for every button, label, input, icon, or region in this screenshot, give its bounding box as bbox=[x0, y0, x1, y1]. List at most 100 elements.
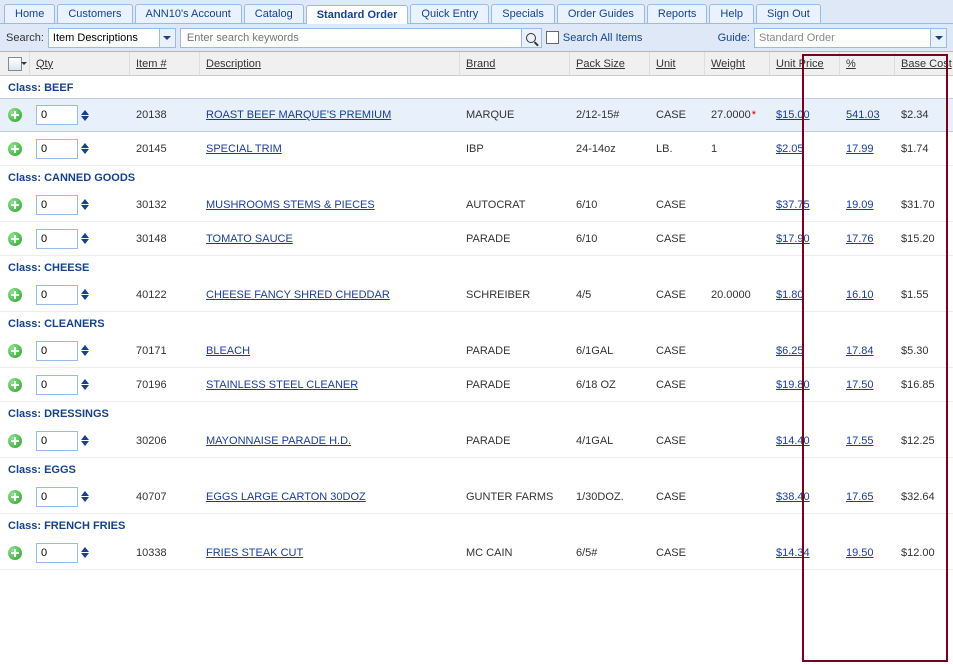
tab-order-guides[interactable]: Order Guides bbox=[557, 4, 645, 23]
unit-price-link[interactable]: $37.75 bbox=[776, 199, 810, 211]
unit-price-link[interactable]: $2.05 bbox=[776, 143, 804, 155]
add-icon[interactable] bbox=[8, 142, 22, 156]
percent-link[interactable]: 17.99 bbox=[846, 143, 874, 155]
tab-quick-entry[interactable]: Quick Entry bbox=[410, 4, 489, 23]
add-icon[interactable] bbox=[8, 490, 22, 504]
column-picker-button[interactable] bbox=[0, 52, 30, 75]
add-icon[interactable] bbox=[8, 198, 22, 212]
add-icon[interactable] bbox=[8, 108, 22, 122]
tab-ann10-s-account[interactable]: ANN10's Account bbox=[135, 4, 242, 23]
add-icon[interactable] bbox=[8, 434, 22, 448]
qty-input[interactable] bbox=[36, 487, 78, 507]
tab-reports[interactable]: Reports bbox=[647, 4, 708, 23]
qty-spinner[interactable] bbox=[81, 345, 89, 356]
col-header-basecost[interactable]: Base Cost bbox=[895, 52, 953, 75]
qty-input[interactable] bbox=[36, 285, 78, 305]
table-row[interactable]: 40707EGGS LARGE CARTON 30DOZGUNTER FARMS… bbox=[0, 480, 953, 514]
col-header-unitprice[interactable]: Unit Price bbox=[770, 52, 840, 75]
item-description-link[interactable]: BLEACH bbox=[206, 345, 250, 357]
add-icon[interactable] bbox=[8, 378, 22, 392]
item-description-link[interactable]: EGGS LARGE CARTON 30DOZ bbox=[206, 491, 366, 503]
table-row[interactable]: 20145SPECIAL TRIMIBP24-14ozLB.1$2.0517.9… bbox=[0, 132, 953, 166]
percent-link[interactable]: 17.65 bbox=[846, 491, 874, 503]
qty-spinner[interactable] bbox=[81, 233, 89, 244]
percent-link[interactable]: 19.50 bbox=[846, 547, 874, 559]
col-header-weight[interactable]: Weight bbox=[705, 52, 770, 75]
col-header-qty[interactable]: Qty bbox=[30, 52, 130, 75]
col-header-pack[interactable]: Pack Size bbox=[570, 52, 650, 75]
item-description-link[interactable]: TOMATO SAUCE bbox=[206, 233, 293, 245]
percent-link[interactable]: 17.76 bbox=[846, 233, 874, 245]
table-row[interactable]: 40122CHEESE FANCY SHRED CHEDDARSCHREIBER… bbox=[0, 278, 953, 312]
tab-home[interactable]: Home bbox=[4, 4, 55, 23]
table-row[interactable]: 70196STAINLESS STEEL CLEANERPARADE6/18 O… bbox=[0, 368, 953, 402]
qty-input[interactable] bbox=[36, 105, 78, 125]
item-description-link[interactable]: MUSHROOMS STEMS & PIECES bbox=[206, 199, 375, 211]
item-description-link[interactable]: ROAST BEEF MARQUE'S PREMIUM bbox=[206, 109, 391, 121]
item-description-link[interactable]: SPECIAL TRIM bbox=[206, 143, 282, 155]
col-header-percent[interactable]: % bbox=[840, 52, 895, 75]
col-header-item[interactable]: Item # bbox=[130, 52, 200, 75]
search-button[interactable] bbox=[521, 29, 541, 47]
table-row[interactable]: 20138ROAST BEEF MARQUE'S PREMIUMMARQUE2/… bbox=[0, 98, 953, 132]
percent-link[interactable]: 541.03 bbox=[846, 109, 880, 121]
col-header-unit[interactable]: Unit bbox=[650, 52, 705, 75]
unit-price-link[interactable]: $14.34 bbox=[776, 547, 810, 559]
qty-spinner[interactable] bbox=[81, 199, 89, 210]
qty-input[interactable] bbox=[36, 341, 78, 361]
tab-standard-order[interactable]: Standard Order bbox=[306, 5, 409, 24]
qty-spinner[interactable] bbox=[81, 110, 89, 121]
table-row[interactable]: 10338FRIES STEAK CUTMC CAIN6/5#CASE$14.3… bbox=[0, 536, 953, 570]
add-icon[interactable] bbox=[8, 232, 22, 246]
unit-price-link[interactable]: $14.40 bbox=[776, 435, 810, 447]
search-all-checkbox[interactable] bbox=[546, 31, 559, 44]
unit-price-link[interactable]: $15.00 bbox=[776, 109, 810, 121]
unit-price-link[interactable]: $6.25 bbox=[776, 345, 804, 357]
qty-input[interactable] bbox=[36, 431, 78, 451]
unit-price-link[interactable]: $17.90 bbox=[776, 233, 810, 245]
guide-input[interactable] bbox=[755, 30, 930, 46]
percent-link[interactable]: 16.10 bbox=[846, 289, 874, 301]
add-icon[interactable] bbox=[8, 288, 22, 302]
col-header-desc[interactable]: Description bbox=[200, 52, 460, 75]
item-description-link[interactable]: CHEESE FANCY SHRED CHEDDAR bbox=[206, 289, 390, 301]
qty-spinner[interactable] bbox=[81, 379, 89, 390]
item-description-link[interactable]: STAINLESS STEEL CLEANER bbox=[206, 379, 358, 391]
item-description-link[interactable]: FRIES STEAK CUT bbox=[206, 547, 303, 559]
add-icon[interactable] bbox=[8, 546, 22, 560]
table-row[interactable]: 30206MAYONNAISE PARADE H.D.PARADE4/1GALC… bbox=[0, 424, 953, 458]
qty-input[interactable] bbox=[36, 195, 78, 215]
qty-spinner[interactable] bbox=[81, 435, 89, 446]
qty-input[interactable] bbox=[36, 229, 78, 249]
tab-sign-out[interactable]: Sign Out bbox=[756, 4, 821, 23]
unit-price-link[interactable]: $1.80 bbox=[776, 289, 804, 301]
search-type-select[interactable] bbox=[48, 28, 176, 48]
percent-link[interactable]: 19.09 bbox=[846, 199, 874, 211]
tab-customers[interactable]: Customers bbox=[57, 4, 132, 23]
percent-link[interactable]: 17.55 bbox=[846, 435, 874, 447]
tab-help[interactable]: Help bbox=[709, 4, 754, 23]
qty-input[interactable] bbox=[36, 139, 78, 159]
add-icon[interactable] bbox=[8, 344, 22, 358]
item-description-link[interactable]: MAYONNAISE PARADE H.D. bbox=[206, 435, 351, 447]
unit-price-link[interactable]: $38.40 bbox=[776, 491, 810, 503]
guide-select[interactable] bbox=[754, 28, 947, 48]
percent-link[interactable]: 17.84 bbox=[846, 345, 874, 357]
unit-price-link[interactable]: $19.80 bbox=[776, 379, 810, 391]
chevron-down-icon[interactable] bbox=[159, 29, 175, 47]
tab-catalog[interactable]: Catalog bbox=[244, 4, 304, 23]
search-type-input[interactable] bbox=[49, 30, 159, 46]
qty-input[interactable] bbox=[36, 375, 78, 395]
grid-body[interactable]: Class: BEEF20138ROAST BEEF MARQUE'S PREM… bbox=[0, 76, 953, 665]
qty-spinner[interactable] bbox=[81, 143, 89, 154]
chevron-down-icon[interactable] bbox=[930, 29, 946, 47]
qty-input[interactable] bbox=[36, 543, 78, 563]
col-header-brand[interactable]: Brand bbox=[460, 52, 570, 75]
search-keyword-input[interactable] bbox=[181, 30, 521, 46]
table-row[interactable]: 30132MUSHROOMS STEMS & PIECESAUTOCRAT6/1… bbox=[0, 188, 953, 222]
table-row[interactable]: 30148TOMATO SAUCEPARADE6/10CASE$17.9017.… bbox=[0, 222, 953, 256]
qty-spinner[interactable] bbox=[81, 491, 89, 502]
table-row[interactable]: 70171BLEACHPARADE6/1GALCASE$6.2517.84$5.… bbox=[0, 334, 953, 368]
tab-specials[interactable]: Specials bbox=[491, 4, 555, 23]
percent-link[interactable]: 17.50 bbox=[846, 379, 874, 391]
